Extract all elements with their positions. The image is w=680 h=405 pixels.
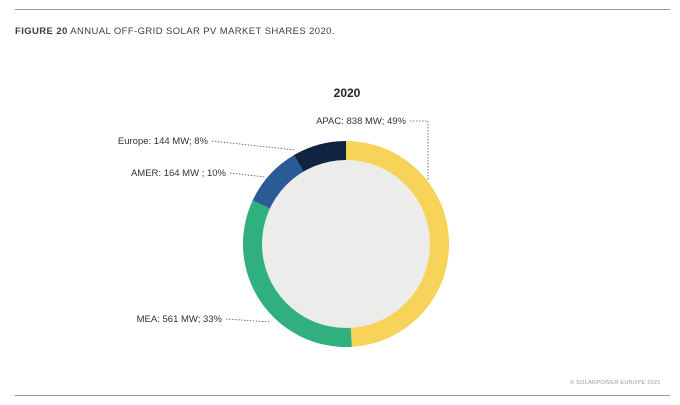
label-mea: MEA: 561 MW; 33% (137, 314, 223, 325)
donut-center (262, 160, 430, 328)
leader-europe (211, 140, 296, 151)
callout-labels: APAC: 838 MW; 49% MEA: 561 MW; 33% AMER: 1… (118, 116, 429, 325)
label-amer: AMER: 164 MW ; 10% (131, 168, 227, 179)
leader-mea (225, 318, 271, 323)
leader-apac (410, 120, 429, 180)
label-apac: APAC: 838 MW; 49% (316, 116, 406, 127)
figure-title-text: ANNUAL OFF-GRID SOLAR PV MARKET SHARES 2… (70, 26, 335, 37)
label-europe: Europe: 144 MW; 8% (118, 136, 209, 147)
leader-amer (229, 172, 266, 178)
bottom-rule (15, 395, 670, 396)
figure-title: FIGURE 20 ANNUAL OFF-GRID SOLAR PV MARKE… (15, 26, 335, 37)
credit-text: © SOLARPOWER EUROPE 2021 (570, 380, 661, 386)
chart-title: 2020 (334, 86, 361, 100)
figure-number: FIGURE 20 (15, 26, 68, 37)
top-rule (15, 9, 670, 10)
